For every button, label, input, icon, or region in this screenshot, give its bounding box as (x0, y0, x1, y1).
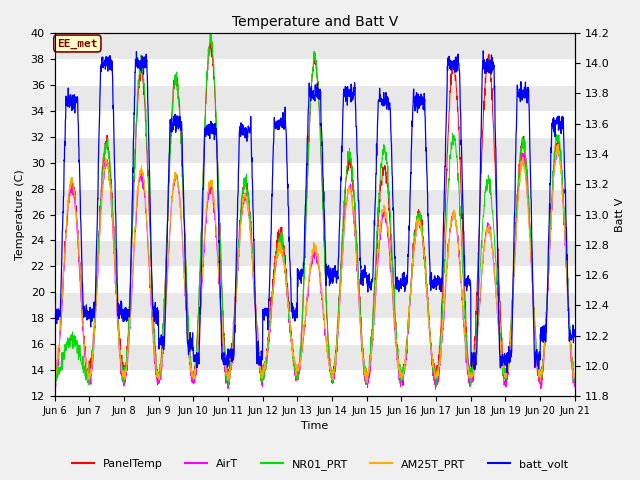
Title: Temperature and Batt V: Temperature and Batt V (232, 15, 398, 29)
Bar (54, 163, 575, 189)
Y-axis label: Batt V: Batt V (615, 197, 625, 232)
Bar (54, 292, 575, 318)
Bar (54, 85, 575, 111)
Text: EE_met: EE_met (57, 38, 98, 48)
Bar (54, 318, 575, 344)
Bar (54, 111, 575, 137)
Bar (54, 137, 575, 163)
Bar (54, 344, 575, 370)
Bar (54, 370, 575, 396)
Bar (54, 33, 575, 59)
Bar (54, 266, 575, 292)
Bar (54, 189, 575, 215)
Y-axis label: Temperature (C): Temperature (C) (15, 169, 25, 260)
Bar (54, 215, 575, 240)
Legend: PanelTemp, AirT, NR01_PRT, AM25T_PRT, batt_volt: PanelTemp, AirT, NR01_PRT, AM25T_PRT, ba… (68, 455, 572, 474)
X-axis label: Time: Time (301, 421, 328, 432)
Bar (54, 59, 575, 85)
Bar (54, 240, 575, 266)
